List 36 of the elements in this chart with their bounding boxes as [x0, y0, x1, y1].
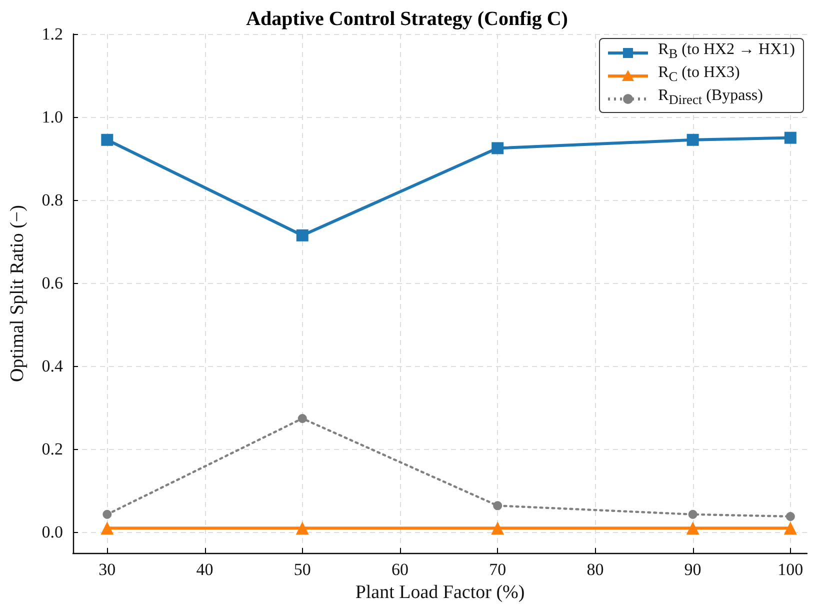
point — [101, 134, 114, 146]
y-tick-label: 1.2 — [42, 24, 63, 44]
point — [492, 142, 504, 154]
y-axis-title: Optimal Split Ratio (−) — [7, 205, 28, 382]
x-tick-label: 60 — [391, 560, 408, 579]
point — [102, 510, 112, 519]
x-tick-label: 90 — [684, 560, 702, 579]
point — [784, 132, 796, 144]
y-tick-label: 0.4 — [42, 356, 64, 376]
y-tick-label: 0.0 — [42, 522, 63, 542]
point — [298, 414, 307, 423]
point — [686, 134, 699, 146]
x-tick-label: 100 — [778, 560, 804, 579]
y-tick-label: 0.8 — [42, 190, 63, 210]
point — [493, 501, 502, 510]
point — [688, 510, 698, 519]
legend-label: R$_{Direct}$ (Bypass) — [658, 86, 763, 110]
legend-label: R$_{C}$ (to HX3) — [658, 63, 740, 87]
x-axis-title: Plant Load Factor (%) — [355, 582, 525, 603]
point — [784, 522, 797, 535]
point — [296, 522, 309, 535]
point — [786, 512, 795, 521]
x-tick-label: 70 — [489, 560, 506, 579]
point — [100, 522, 114, 535]
point — [296, 229, 308, 242]
x-tick-label: 30 — [98, 560, 116, 579]
x-tick-label: 50 — [294, 560, 311, 579]
point — [686, 522, 700, 535]
y-tick-label: 0.2 — [42, 440, 63, 459]
x-tick-label: 80 — [586, 560, 604, 579]
y-tick-label: 0.6 — [42, 274, 63, 293]
legend-label: R$_{B}$ (to HX2 → HX1) — [658, 40, 795, 64]
chart-title: Adaptive Control Strategy (Config C) — [246, 8, 568, 30]
y-tick-label: 1.0 — [42, 108, 63, 127]
point — [491, 522, 504, 535]
x-tick-label: 40 — [196, 560, 214, 579]
